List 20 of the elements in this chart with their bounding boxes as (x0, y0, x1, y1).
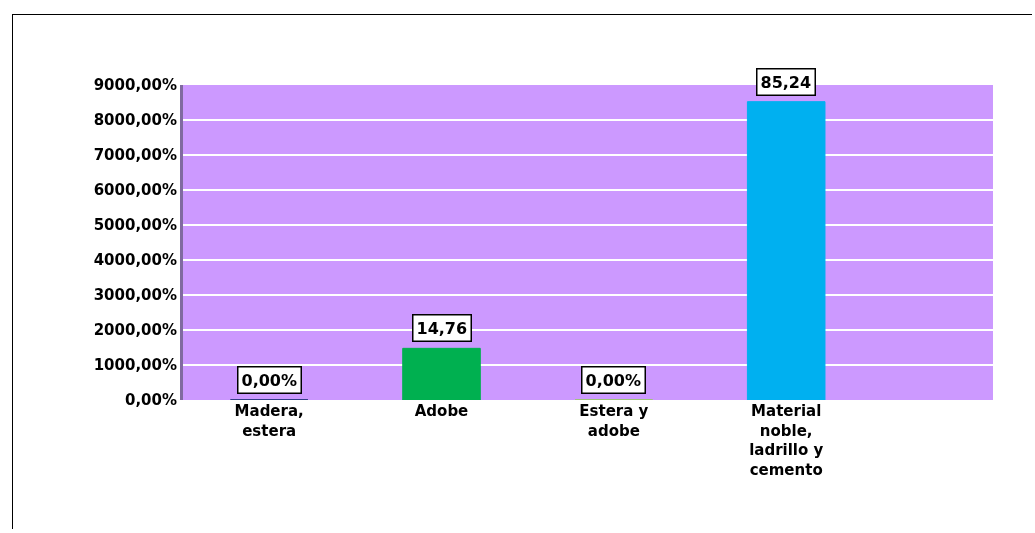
y-tick-label: 1000,00% (93, 356, 177, 375)
y-tick-label: 2000,00% (93, 321, 177, 340)
y-tick-label: 5000,00% (93, 216, 177, 235)
data-label: 85,24 (760, 72, 812, 92)
data-label: 0,00% (585, 370, 642, 390)
data-label: 0,00% (241, 370, 298, 390)
y-tick-label: 7000,00% (93, 146, 177, 165)
y-tick-label: 0,00% (124, 391, 177, 410)
x-tick-label: Adobe (414, 402, 469, 420)
bar (746, 101, 826, 400)
y-tick-label: 8000,00% (93, 111, 177, 130)
y-tick-label: 4000,00% (93, 251, 177, 270)
x-tick-label: Material noble, ladrillo y cemento (749, 402, 824, 479)
y-tick-label: 3000,00% (93, 286, 177, 305)
bar (402, 347, 481, 400)
x-tick-label: Madera, estera (234, 402, 304, 440)
y-tick-label: 6000,00% (93, 181, 177, 200)
y-tick-label: 9000,00% (93, 76, 177, 95)
x-tick-label: Estera y adobe (579, 402, 649, 440)
data-label: 14,76 (416, 318, 468, 338)
